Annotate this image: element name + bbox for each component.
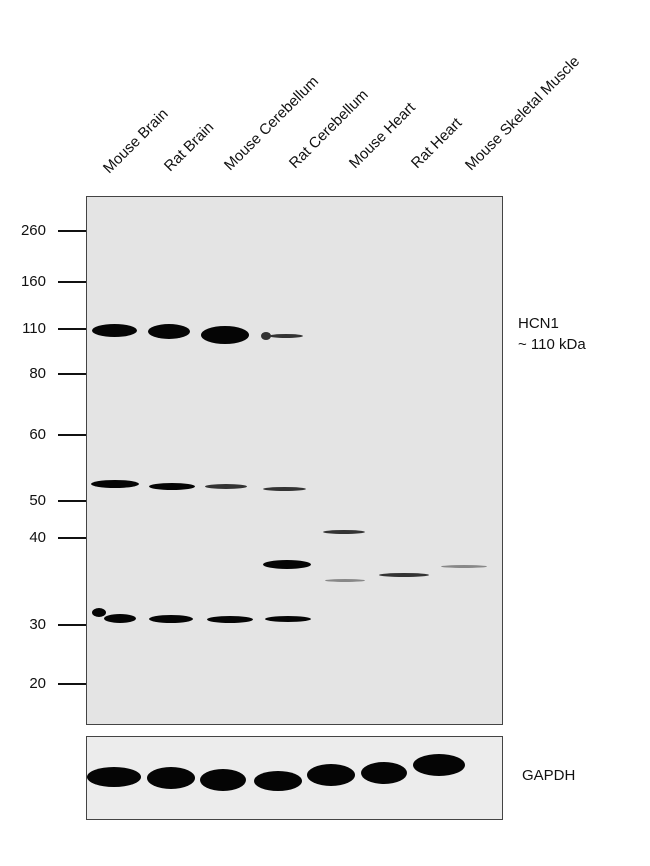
target-size: ~ 110 kDa xyxy=(518,336,586,353)
band-110-lane3 xyxy=(201,326,249,344)
target-annotation: HCN1 ~ 110 kDa xyxy=(518,313,586,355)
mw-tick-20 xyxy=(58,683,86,685)
band-55-lane4 xyxy=(263,487,306,491)
band-110-lane4-tail xyxy=(269,334,303,338)
mw-tick-80 xyxy=(58,373,86,375)
mw-label-260: 260 xyxy=(20,222,46,239)
band-42-lane5 xyxy=(323,530,365,534)
mw-label-30: 30 xyxy=(29,616,46,633)
gapdh-band-lane5 xyxy=(307,764,355,786)
band-31-lane2 xyxy=(149,615,193,623)
mw-tick-160 xyxy=(58,281,86,283)
gapdh-band-lane7 xyxy=(413,754,465,776)
band-34-lane7 xyxy=(441,565,487,568)
band-34-lane5 xyxy=(325,579,365,582)
lane-label-mouse-brain: Mouse Brain xyxy=(99,105,172,177)
mw-tick-110 xyxy=(58,328,86,330)
gapdh-band-lane6 xyxy=(361,762,407,784)
band-55-lane2 xyxy=(149,483,195,490)
gapdh-band-lane2 xyxy=(147,767,195,789)
gapdh-band-lane3 xyxy=(200,769,246,791)
lane-label-rat-brain: Rat Brain xyxy=(160,118,218,175)
lane-label-mouse-skeletal-muscle: Mouse Skeletal Muscle xyxy=(461,52,584,174)
band-55-lane1 xyxy=(91,480,139,488)
mw-tick-30 xyxy=(58,624,86,626)
band-31-lane4 xyxy=(265,616,311,622)
band-34-lane6 xyxy=(379,573,429,577)
target-name: HCN1 xyxy=(518,315,559,332)
band-110-lane4 xyxy=(261,332,271,340)
loading-control-label: GAPDH xyxy=(522,767,576,784)
mw-tick-60 xyxy=(58,434,86,436)
lane-label-rat-heart: Rat Heart xyxy=(407,114,466,172)
mw-tick-40 xyxy=(58,537,86,539)
band-36-lane4 xyxy=(263,560,311,569)
band-55-lane3 xyxy=(205,484,247,489)
hcn1-blot-panel xyxy=(86,196,503,725)
gapdh-band-lane4 xyxy=(254,771,302,791)
mw-label-110: 110 xyxy=(22,320,46,337)
mw-label-160: 160 xyxy=(20,273,46,290)
mw-label-60: 60 xyxy=(29,426,46,443)
band-31-lane3 xyxy=(207,616,253,623)
band-31-lane1b xyxy=(104,614,136,623)
band-110-lane1 xyxy=(92,324,137,337)
mw-label-40: 40 xyxy=(29,529,46,546)
band-110-lane2 xyxy=(148,324,190,339)
mw-label-50: 50 xyxy=(29,492,46,509)
mw-label-80: 80 xyxy=(29,365,46,382)
gapdh-blot-panel xyxy=(86,736,503,820)
mw-tick-260 xyxy=(58,230,86,232)
gapdh-band-lane1 xyxy=(87,767,141,787)
mw-tick-50 xyxy=(58,500,86,502)
band-31-lane1a xyxy=(92,608,106,617)
mw-label-20: 20 xyxy=(29,675,46,692)
